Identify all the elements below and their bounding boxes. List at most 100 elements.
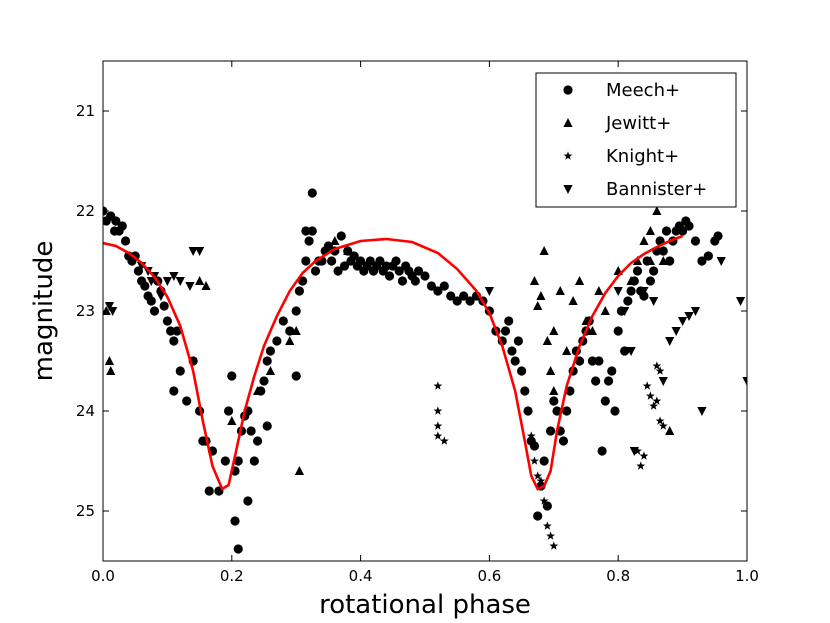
data-point-meech — [327, 256, 337, 266]
data-point-meech — [426, 281, 437, 291]
data-point-jewitt — [600, 306, 610, 315]
data-point-bannister — [678, 317, 688, 326]
data-point-knight — [530, 456, 539, 465]
data-point-bannister — [175, 277, 185, 286]
data-point-meech — [697, 256, 707, 266]
data-point-meech — [169, 336, 179, 346]
data-point-meech — [294, 286, 305, 296]
data-point-bannister — [684, 312, 694, 321]
data-point-jewitt — [652, 206, 662, 215]
data-point-meech — [620, 346, 630, 356]
data-point-meech — [285, 326, 295, 336]
data-point-meech — [542, 501, 552, 511]
data-point-meech — [333, 266, 343, 276]
data-point-jewitt — [533, 301, 543, 310]
series-knight — [433, 361, 668, 550]
data-point-meech — [607, 366, 617, 376]
data-point-meech — [336, 231, 346, 241]
data-point-meech — [175, 366, 185, 376]
data-point-bannister — [185, 282, 195, 291]
data-point-bannister — [104, 302, 115, 311]
data-point-meech — [172, 326, 182, 336]
data-point-meech — [639, 291, 649, 301]
data-point-meech — [298, 276, 308, 286]
data-point-knight — [546, 531, 555, 540]
data-point-meech — [446, 291, 456, 301]
data-point-jewitt — [343, 246, 353, 255]
data-point-jewitt — [549, 386, 559, 395]
data-point-meech — [246, 426, 256, 436]
data-point-knight — [646, 391, 655, 400]
y-tick-label: 22 — [76, 202, 95, 220]
data-point-meech — [661, 226, 672, 236]
data-point-jewitt — [562, 346, 572, 355]
data-point-meech — [452, 296, 462, 306]
data-point-meech — [252, 436, 263, 446]
data-point-meech — [549, 396, 559, 406]
data-point-meech — [690, 236, 701, 246]
legend-marker-meech — [563, 85, 573, 95]
legend-marker-jewitt — [563, 118, 573, 127]
data-point-meech — [433, 286, 443, 296]
data-point-bannister — [162, 277, 172, 286]
data-point-meech — [665, 256, 675, 266]
data-point-jewitt — [104, 356, 115, 365]
data-point-meech — [381, 261, 391, 271]
data-point-meech — [166, 326, 176, 336]
y-tick-label: 21 — [76, 102, 95, 120]
data-point-jewitt — [568, 296, 578, 305]
data-point-jewitt — [294, 466, 305, 475]
data-point-knight — [433, 381, 443, 390]
data-point-meech — [520, 386, 530, 396]
data-point-meech — [658, 246, 668, 256]
data-point-meech — [513, 336, 523, 346]
data-point-knight — [526, 431, 536, 440]
data-point-jewitt — [645, 256, 655, 265]
data-point-meech — [413, 266, 424, 276]
data-point-meech — [552, 406, 562, 416]
data-point-meech — [632, 266, 643, 276]
data-point-jewitt — [626, 276, 636, 285]
data-point-meech — [233, 544, 243, 554]
data-point-jewitt — [252, 386, 263, 395]
x-axis-label: rotational phase — [319, 590, 531, 620]
data-point-jewitt — [555, 286, 565, 295]
data-point-meech — [623, 296, 633, 306]
data-point-meech — [645, 276, 656, 286]
data-point-meech — [533, 511, 543, 521]
data-point-jewitt — [574, 276, 585, 285]
data-point-meech — [558, 436, 569, 446]
data-point-meech — [649, 266, 659, 276]
x-tick-label: 0.2 — [220, 567, 244, 585]
data-point-meech — [529, 441, 540, 451]
x-tick-label: 1.0 — [735, 567, 759, 585]
data-point-meech — [394, 266, 404, 276]
data-point-meech — [111, 216, 121, 226]
data-point-meech — [120, 236, 131, 246]
data-point-meech — [574, 356, 585, 366]
data-point-knight — [649, 401, 658, 410]
data-point-jewitt — [594, 286, 604, 295]
data-point-meech — [539, 456, 549, 466]
legend-marker-knight — [563, 151, 573, 160]
model-curve-line — [103, 234, 684, 491]
data-point-jewitt — [639, 236, 649, 245]
data-point-meech — [678, 226, 688, 236]
data-point-meech — [182, 396, 192, 406]
data-point-meech — [365, 256, 375, 266]
legend-frame — [535, 72, 737, 208]
data-point-meech — [523, 406, 533, 416]
data-point-meech — [517, 366, 527, 376]
data-point-meech — [504, 316, 514, 326]
data-point-bannister — [146, 277, 156, 286]
data-point-meech — [410, 276, 420, 286]
data-point-jewitt — [545, 366, 556, 375]
data-point-jewitt — [665, 426, 675, 435]
data-point-bannister — [639, 287, 649, 296]
data-point-meech — [603, 376, 614, 386]
data-point-meech — [587, 356, 598, 366]
data-point-jewitt — [536, 291, 546, 300]
series-layer — [103, 188, 747, 554]
data-point-jewitt — [291, 326, 301, 335]
data-point-bannister — [613, 287, 623, 296]
